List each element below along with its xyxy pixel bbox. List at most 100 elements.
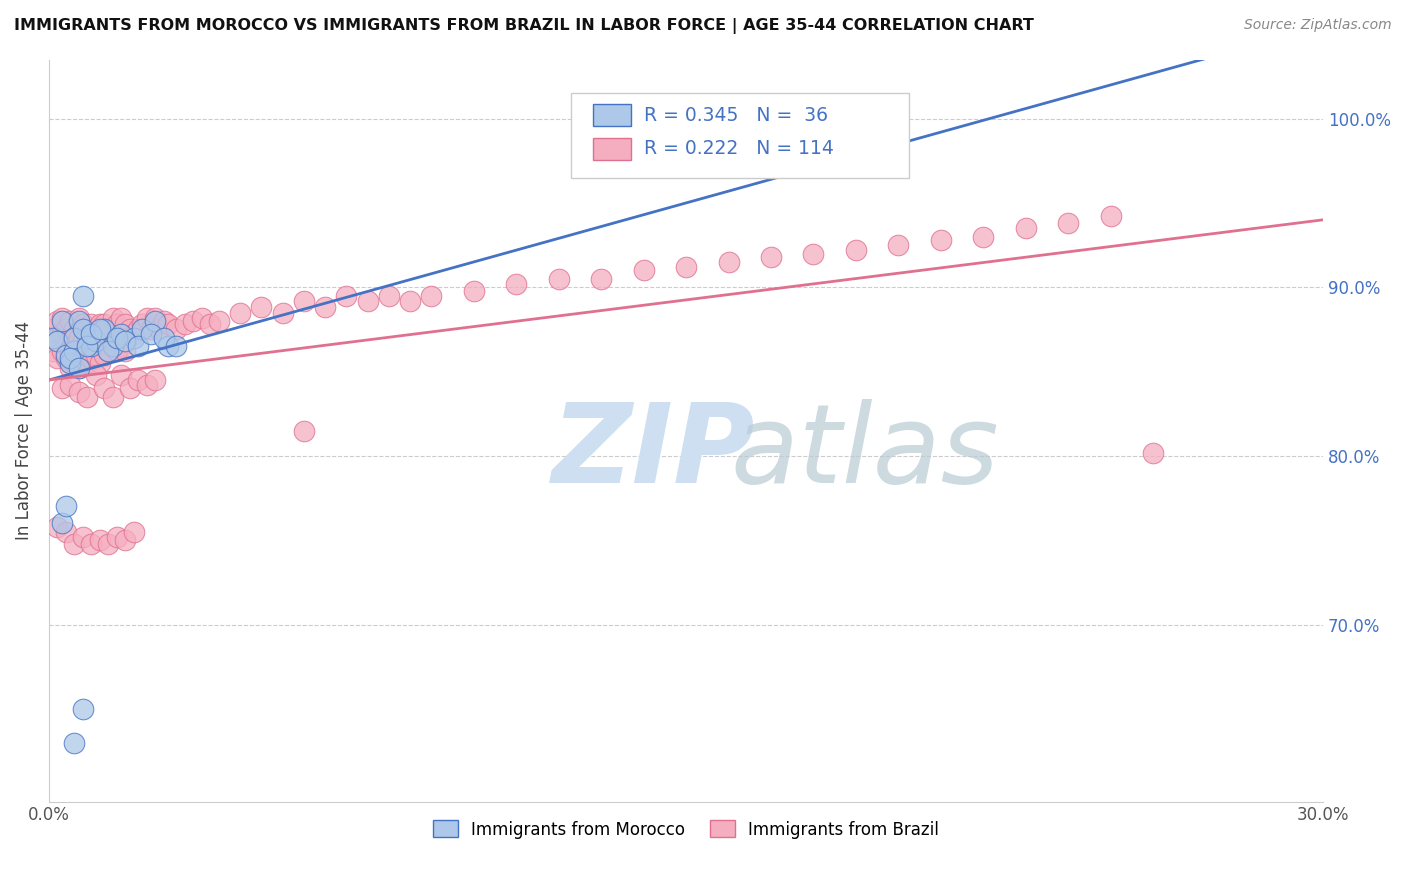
Point [191,310,214,325]
Y-axis label: In Labor Force | Age 35-44: In Labor Force | Age 35-44 [15,321,32,541]
Point [101,334,124,349]
Point [51,327,73,342]
Point [101,390,124,404]
Point [89,533,111,548]
Point [46,334,69,349]
Point [127,373,149,387]
Point [356,293,378,308]
Point [143,310,166,325]
Point [51,381,73,395]
Point [80,351,103,365]
Point [46,331,69,345]
Point [505,277,527,291]
Point [229,305,252,319]
Point [93,348,115,362]
Point [67,314,90,328]
Point [51,516,73,531]
Point [76,331,98,345]
Point [200,318,222,332]
Point [63,339,86,353]
Point [59,356,82,370]
Point [183,314,205,328]
Point [292,293,315,308]
Point [1057,216,1080,230]
Point [67,331,90,345]
Point [76,390,98,404]
Point [105,530,128,544]
Point [101,339,124,353]
Point [717,255,740,269]
Point [156,339,179,353]
Point [314,301,336,315]
Point [118,381,141,395]
Point [399,293,422,308]
Point [292,424,315,438]
Point [803,246,825,260]
Point [122,327,145,342]
Point [105,318,128,332]
Point [55,339,77,353]
Point [63,735,86,749]
Point [59,351,82,365]
Point [76,339,98,353]
Point [1015,221,1038,235]
Point [105,331,128,345]
Point [67,384,90,399]
Point [80,327,103,342]
Point [63,536,86,550]
Point [110,339,132,353]
Point [67,344,90,359]
Point [110,327,132,342]
Point [76,322,98,336]
Point [335,288,357,302]
Point [72,334,94,349]
Point [46,351,69,365]
Point [250,301,273,315]
Point [127,339,149,353]
Point [463,284,485,298]
Point [1142,445,1164,459]
Point [63,322,86,336]
Point [46,314,69,328]
Point [67,361,90,376]
Point [59,314,82,328]
Text: R = 0.345   N =  36: R = 0.345 N = 36 [644,106,828,125]
Point [152,331,174,345]
Point [152,314,174,328]
Point [72,322,94,336]
Point [55,322,77,336]
Point [165,339,187,353]
Point [42,322,65,336]
Point [377,288,399,302]
Point [208,314,231,328]
Point [156,318,179,332]
Point [118,322,141,336]
Point [93,322,115,336]
Point [42,331,65,345]
Point [72,702,94,716]
Point [972,229,994,244]
Point [110,310,132,325]
Point [55,351,77,365]
Point [55,524,77,539]
Point [46,519,69,533]
Point [148,322,170,336]
Point [55,348,77,362]
Text: IMMIGRANTS FROM MOROCCO VS IMMIGRANTS FROM BRAZIL IN LABOR FORCE | AGE 35-44 COR: IMMIGRANTS FROM MOROCCO VS IMMIGRANTS FR… [14,18,1033,34]
Point [271,305,294,319]
Text: atlas: atlas [731,400,1000,507]
Point [122,524,145,539]
Point [143,373,166,387]
Point [122,331,145,345]
Point [131,318,153,332]
Point [97,344,120,359]
Point [139,327,162,342]
Bar [593,137,631,160]
Point [143,314,166,328]
Point [591,272,613,286]
Point [114,334,136,349]
Point [675,260,697,274]
Point [93,381,115,395]
Point [84,348,107,362]
Point [59,344,82,359]
